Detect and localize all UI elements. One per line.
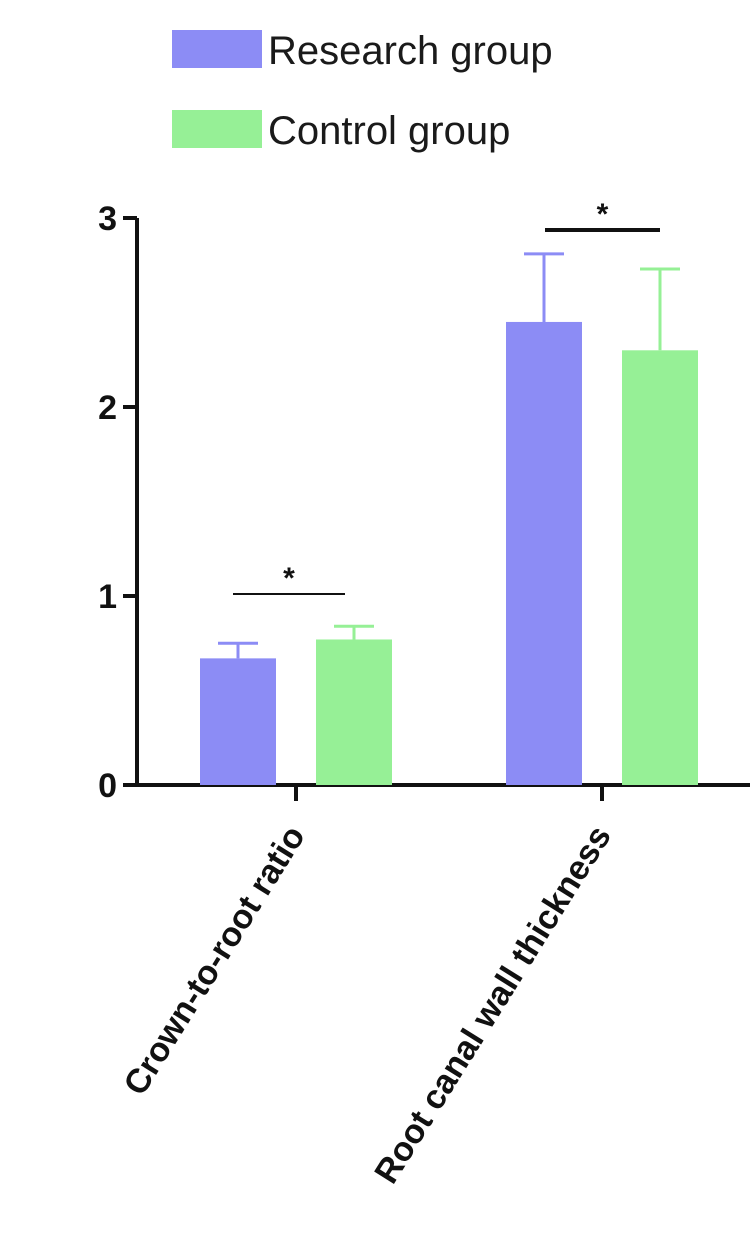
error-bars xyxy=(218,252,680,659)
bar-research-1 xyxy=(506,321,582,785)
x-category-label: Crown-to-root ratio xyxy=(116,819,312,1102)
legend: Research group Control group xyxy=(172,29,553,153)
significance-star: * xyxy=(283,562,295,595)
legend-swatch-control xyxy=(172,110,262,148)
bars xyxy=(200,321,698,785)
y-tick-label: 3 xyxy=(98,200,117,238)
bar-control-0 xyxy=(316,639,392,785)
x-category-label: Root canal wall thickness xyxy=(367,819,619,1190)
bar-research-0 xyxy=(200,658,276,785)
y-tick-label: 0 xyxy=(98,767,117,805)
legend-label-control: Control group xyxy=(268,109,510,153)
legend-label-research: Research group xyxy=(268,29,553,73)
significance-markers: ** xyxy=(233,198,660,595)
significance-star: * xyxy=(597,198,609,231)
y-tick-label: 2 xyxy=(98,389,117,427)
category-labels: Crown-to-root ratio Root canal wall thick… xyxy=(116,819,618,1190)
bar-control-1 xyxy=(622,350,698,785)
legend-swatch-research xyxy=(172,30,262,68)
y-tick-label: 1 xyxy=(98,578,117,616)
